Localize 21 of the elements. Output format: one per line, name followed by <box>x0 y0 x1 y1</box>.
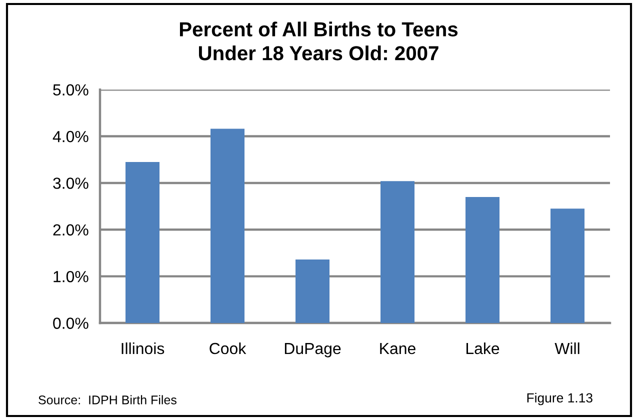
bar <box>210 128 244 323</box>
y-tick-label: 5.0% <box>53 84 88 96</box>
chart-title: Percent of All Births to Teens Under 18 Years Old: 2007 <box>180 22 458 60</box>
source-note: Source: IDPH Birth Files <box>38 395 176 404</box>
y-tick-label: 0.0% <box>53 318 88 329</box>
x-tick-label: Lake <box>466 342 500 354</box>
y-tick-label: 4.0% <box>52 130 88 142</box>
bar <box>126 162 160 323</box>
y-tick-label: 1.0% <box>54 270 88 282</box>
x-tick-label: DuPage <box>284 343 341 358</box>
x-tick-label: Kane <box>380 343 416 354</box>
x-tick-label: Illinois <box>122 342 164 354</box>
bar <box>550 208 584 323</box>
x-tick-label: Will <box>554 342 580 354</box>
caption: Figure 1.13 <box>527 392 592 406</box>
y-tick-label: 2.0% <box>53 224 88 236</box>
bar <box>466 196 500 323</box>
bar <box>380 181 414 323</box>
y-tick-label: 3.0% <box>53 178 88 189</box>
x-tick-label: Cook <box>210 342 246 354</box>
bar <box>296 260 330 323</box>
